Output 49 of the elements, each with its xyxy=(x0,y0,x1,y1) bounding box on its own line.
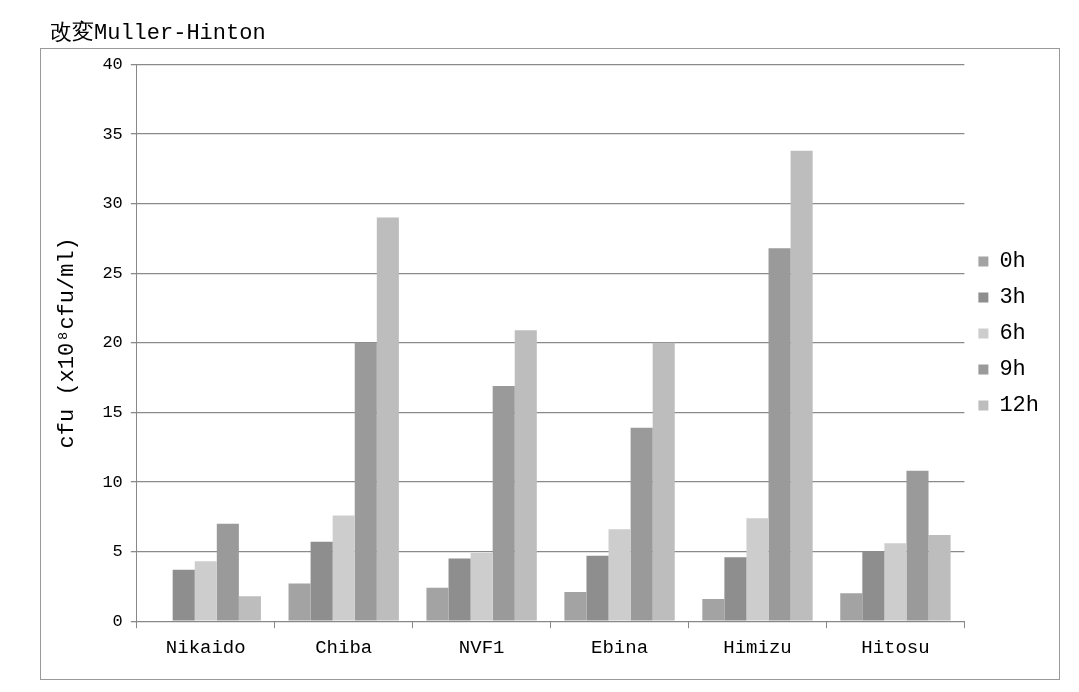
y-axis-title: cfu (x10⁸cfu/ml) xyxy=(55,237,81,449)
bar xyxy=(514,330,537,621)
x-tick-label: Himizu xyxy=(723,636,792,659)
bar xyxy=(906,470,929,621)
y-tick-label: 30 xyxy=(102,194,123,214)
x-tick-label: Nikaido xyxy=(165,636,246,659)
bar xyxy=(928,534,951,621)
bar xyxy=(448,558,471,621)
bar xyxy=(746,518,769,621)
bar xyxy=(376,217,399,621)
bar xyxy=(768,248,791,621)
legend-label: 6h xyxy=(999,321,1026,347)
bar xyxy=(564,591,587,621)
legend-label: 0h xyxy=(999,249,1026,275)
bar xyxy=(608,529,631,621)
x-tick-label: Hitosu xyxy=(861,636,930,659)
bar xyxy=(586,555,609,621)
bar xyxy=(194,561,217,621)
y-tick-label: 40 xyxy=(102,54,123,74)
x-tick-label: Chiba xyxy=(315,636,373,659)
y-tick-label: 25 xyxy=(102,263,123,283)
x-tick-label: NVF1 xyxy=(458,636,505,659)
legend-label: 3h xyxy=(999,285,1026,311)
bar xyxy=(630,427,653,621)
bar xyxy=(652,342,675,621)
y-tick-label: 35 xyxy=(102,124,123,144)
y-tick-label: 20 xyxy=(102,333,123,353)
bar xyxy=(470,552,493,621)
y-tick-label: 5 xyxy=(112,542,123,562)
y-tick-label: 10 xyxy=(102,472,123,492)
bar xyxy=(884,543,907,621)
chart-title: 改変Muller-Hinton xyxy=(50,20,266,47)
bar xyxy=(172,569,195,621)
bar xyxy=(288,583,311,621)
bar xyxy=(332,515,355,621)
legend-label: 12h xyxy=(999,393,1039,419)
bar xyxy=(840,593,863,621)
bar xyxy=(790,150,813,621)
bar xyxy=(238,596,261,621)
y-tick-label: 0 xyxy=(112,611,123,631)
x-tick-label: Ebina xyxy=(591,636,649,659)
y-tick-label: 15 xyxy=(102,402,123,422)
bar xyxy=(216,523,239,621)
bar xyxy=(724,557,747,621)
legend-label: 9h xyxy=(999,357,1026,383)
bar xyxy=(702,598,725,621)
bar xyxy=(492,385,515,621)
bar xyxy=(354,342,377,621)
bar xyxy=(426,587,449,621)
